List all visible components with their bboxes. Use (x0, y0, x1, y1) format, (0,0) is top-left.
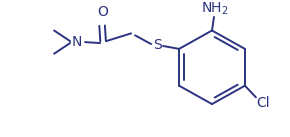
Text: N: N (72, 35, 82, 49)
Text: Cl: Cl (256, 96, 270, 110)
Text: O: O (98, 5, 108, 19)
Text: NH$_2$: NH$_2$ (201, 1, 229, 17)
Text: S: S (153, 38, 162, 52)
